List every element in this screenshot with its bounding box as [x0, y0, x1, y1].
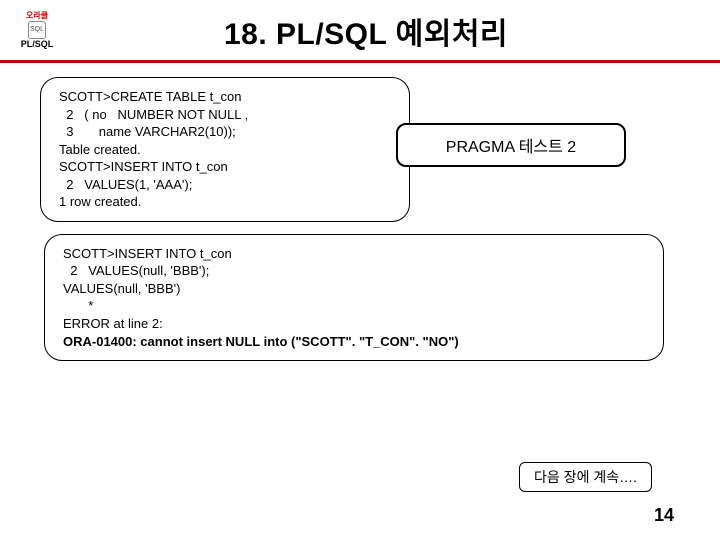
code-line: 2 ( no NUMBER NOT NULL , — [59, 106, 391, 124]
title-wrap: 18. PL/SQL 예외처리 — [62, 9, 720, 53]
page-number: 14 — [654, 505, 674, 526]
logo: 오라클 SQL PL/SQL — [12, 8, 62, 54]
code-line: Table created. — [59, 141, 391, 159]
code-box-2: SCOTT>INSERT INTO t_con 2 VALUES(null, '… — [44, 234, 664, 361]
code-line: VALUES(null, 'BBB') — [63, 280, 645, 298]
header: 오라클 SQL PL/SQL 18. PL/SQL 예외처리 — [0, 0, 720, 58]
logo-line3: PL/SQL — [21, 40, 54, 50]
code-line: * — [63, 297, 645, 315]
logo-icon: SQL — [28, 21, 46, 39]
code-line: 1 row created. — [59, 193, 391, 211]
code-line: 2 VALUES(null, 'BBB'); — [63, 262, 645, 280]
code-line: SCOTT>CREATE TABLE t_con — [59, 88, 391, 106]
logo-line1: 오라클 — [26, 12, 48, 21]
code-line: 2 VALUES(1, 'AAA'); — [59, 176, 391, 194]
code-line: SCOTT>INSERT INTO t_con — [63, 245, 645, 263]
divider — [0, 60, 720, 63]
content: SCOTT>CREATE TABLE t_con 2 ( no NUMBER N… — [0, 77, 720, 361]
pragma-label: PRAGMA 테스트 2 — [396, 123, 626, 167]
code-line: SCOTT>INSERT INTO t_con — [59, 158, 391, 176]
continue-label: 다음 장에 계속…. — [519, 462, 652, 492]
code-box-1: SCOTT>CREATE TABLE t_con 2 ( no NUMBER N… — [40, 77, 410, 222]
page-title: 18. PL/SQL 예외처리 — [62, 9, 670, 53]
code-line: ORA-01400: cannot insert NULL into ("SCO… — [63, 333, 645, 351]
code-line: ERROR at line 2: — [63, 315, 645, 333]
code-line: 3 name VARCHAR2(10)); — [59, 123, 391, 141]
